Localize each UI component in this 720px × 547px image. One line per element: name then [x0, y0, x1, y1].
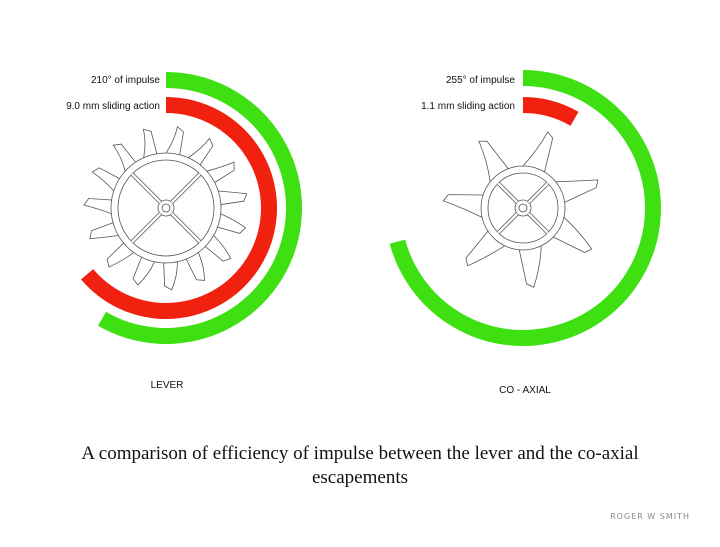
spoke: [131, 173, 162, 204]
tooth: [132, 257, 155, 286]
tooth: [83, 198, 112, 215]
tooth: [112, 143, 136, 172]
wheel-name: CO - AXIAL: [499, 385, 551, 396]
tooth: [465, 230, 505, 267]
tooth: [205, 235, 232, 262]
tooth: [106, 242, 134, 268]
wheel-hub: [518, 203, 528, 213]
wheel-hub: [161, 203, 171, 213]
tooth: [163, 261, 178, 291]
tooth: [442, 194, 484, 218]
spoke: [527, 182, 549, 204]
tooth: [142, 128, 158, 158]
spoke: [527, 212, 549, 234]
tooth: [165, 126, 184, 155]
arc-band: [523, 97, 579, 126]
wheel-rim: [117, 159, 215, 257]
spoke: [170, 173, 201, 204]
tooth: [522, 131, 554, 173]
wheel-hub: [514, 199, 532, 217]
tooth: [553, 217, 593, 253]
spoke: [497, 212, 519, 234]
spoke: [170, 212, 201, 243]
wheel-rim: [487, 172, 559, 244]
tooth: [518, 245, 542, 288]
tooth: [188, 137, 214, 166]
impulse-label: 210° of impulse: [91, 75, 160, 86]
caption: A comparison of efficiency of impulse be…: [81, 443, 639, 488]
tooth: [217, 213, 247, 234]
arc-band: [80, 97, 277, 319]
tooth: [91, 167, 120, 192]
tooth: [478, 140, 509, 182]
wheel-hub: [157, 199, 175, 217]
tooth: [218, 190, 248, 205]
arcs: [80, 70, 661, 346]
wheel-rim: [110, 152, 222, 264]
tooth: [89, 222, 119, 240]
tooth: [206, 161, 235, 183]
wheel-rim: [480, 165, 566, 251]
spoke: [131, 212, 162, 243]
spoke: [497, 182, 519, 204]
tooth: [555, 179, 599, 203]
wheels: [83, 126, 599, 291]
wheel-name: LEVER: [151, 380, 184, 391]
sliding-label: 1.1 mm sliding action: [421, 101, 515, 112]
tooth: [185, 252, 205, 281]
sliding-label: 9.0 mm sliding action: [66, 101, 160, 112]
impulse-label: 255° of impulse: [446, 75, 515, 86]
credit: ROGER W SMITH: [610, 512, 690, 521]
